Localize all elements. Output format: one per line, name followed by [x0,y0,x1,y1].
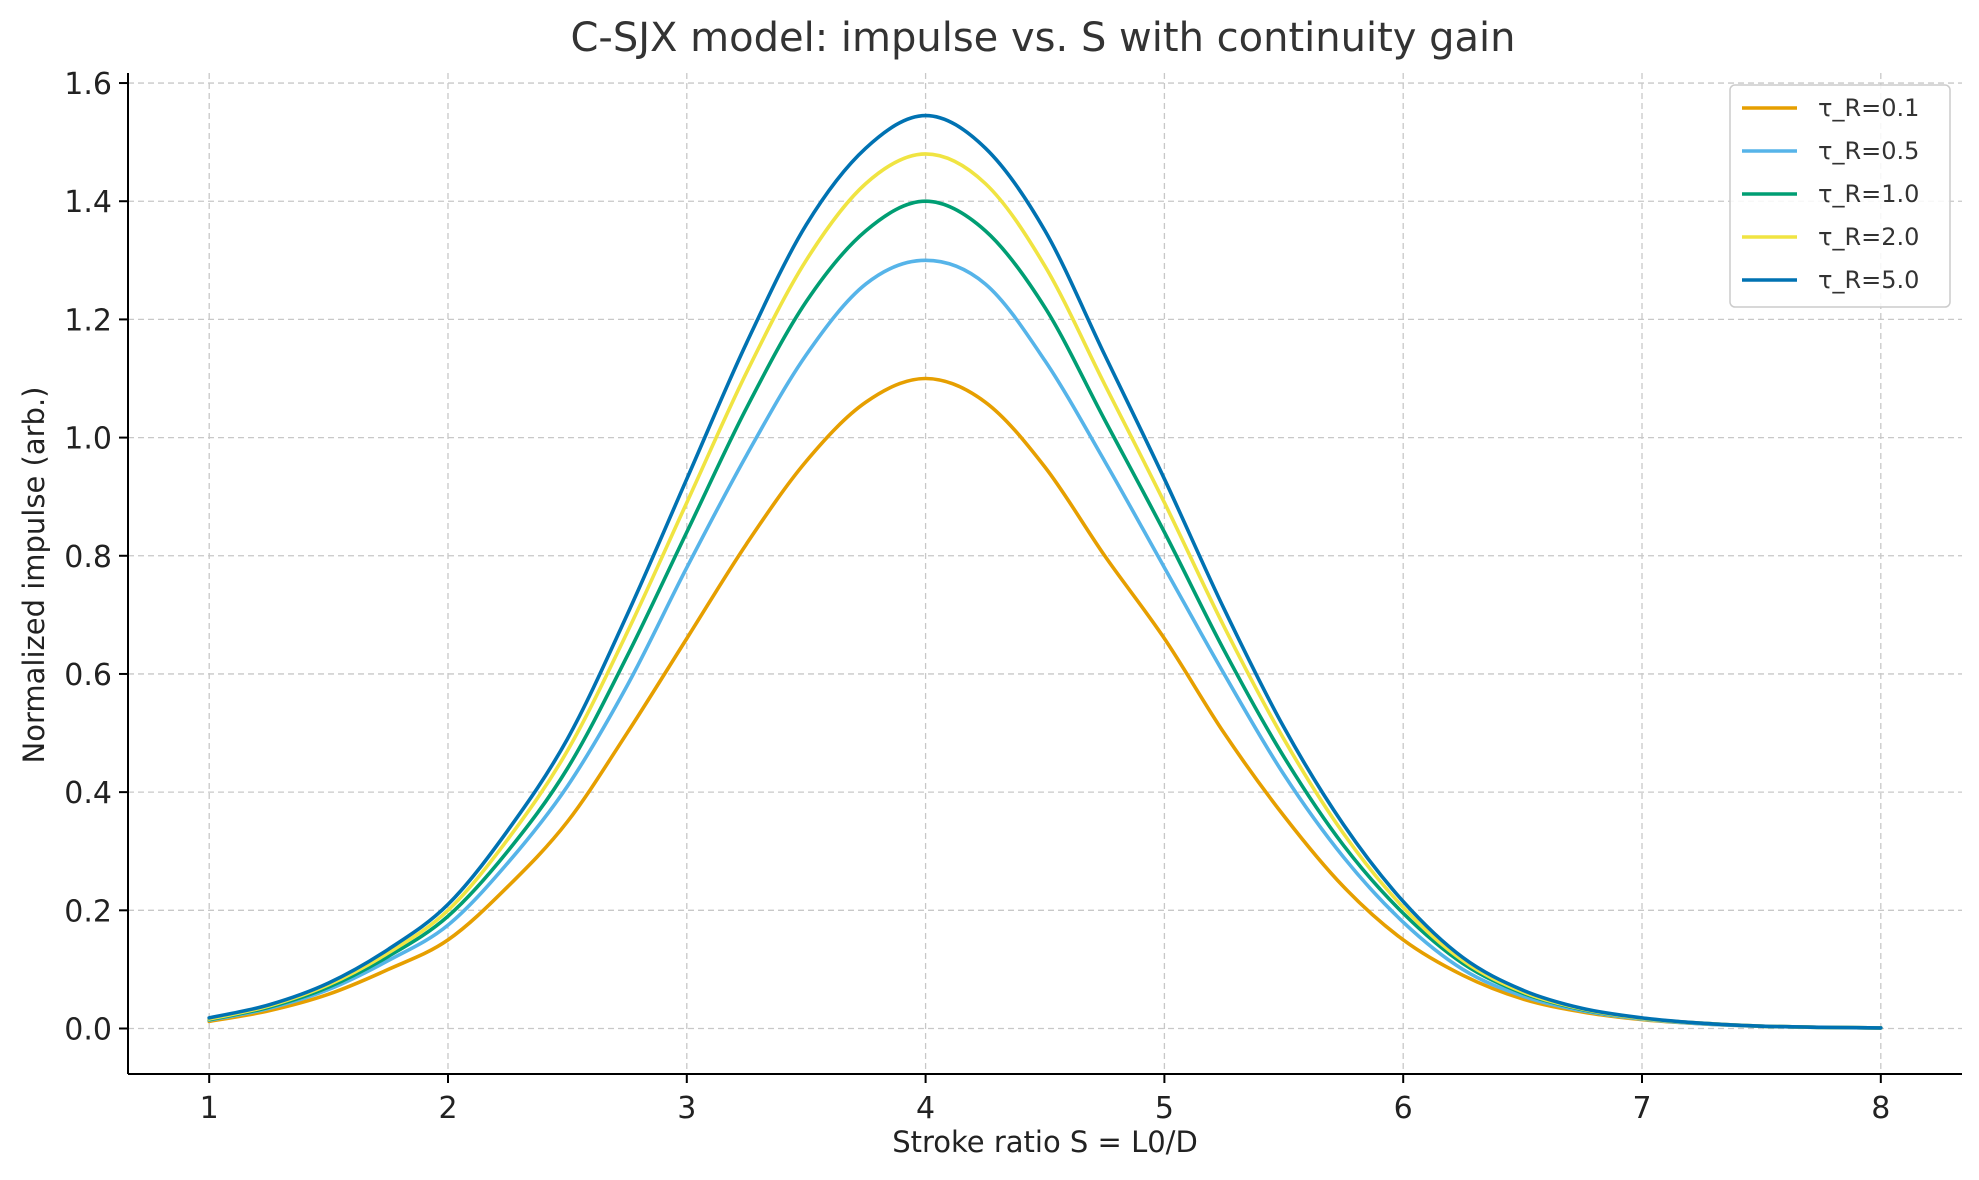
series-line-1 [207,258,1883,1030]
y-tick-label: 0.0 [64,1013,112,1048]
x-tick-label: 7 [1632,1091,1651,1126]
series-line-3 [207,152,1883,1030]
legend-label: τ_R=0.5 [1818,137,1919,165]
legend: τ_R=0.1 τ_R=0.5 τ_R=1.0 τ_R=2.0 τ_R=5.0 [1729,84,1951,308]
y-axis-label: Normalized impulse (arb.) [17,387,51,764]
y-tick-label: 1.2 [64,303,112,338]
legend-label: τ_R=1.0 [1818,180,1919,208]
series-line-2 [207,199,1883,1030]
y-tick-label: 0.4 [64,776,112,811]
legend-label: τ_R=2.0 [1818,223,1919,251]
y-tick-label: 1.0 [64,422,112,457]
x-tick-label: 5 [1155,1091,1174,1126]
legend-box [1729,84,1951,308]
x-tick-label: 1 [200,1091,219,1126]
grid [128,73,1962,1074]
legend-label: τ_R=5.0 [1818,266,1919,294]
y-tick-label: 0.8 [64,540,112,575]
x-axis-label: Stroke ratio S = L0/D [892,1125,1198,1159]
series-lines [207,113,1883,1030]
y-ticks: 0.0 0.2 0.4 0.6 0.8 1.0 1.2 1.4 1.6 [64,67,128,1048]
legend-label: τ_R=0.1 [1818,94,1919,122]
axes [127,73,1962,1075]
series-line-0 [207,376,1883,1030]
x-tick-label: 6 [1394,1091,1413,1126]
series-line-4 [207,113,1883,1030]
x-ticks: 1 2 3 4 5 6 7 8 [200,1074,1890,1126]
y-tick-label: 0.2 [64,894,112,929]
x-tick-label: 2 [438,1091,457,1126]
y-tick-label: 1.4 [64,185,112,220]
x-tick-label: 3 [677,1091,696,1126]
x-tick-label: 4 [916,1091,935,1126]
y-tick-label: 0.6 [64,658,112,693]
x-tick-label: 8 [1871,1091,1890,1126]
chart-title: C-SJX model: impulse vs. S with continui… [571,15,1516,61]
y-tick-label: 1.6 [64,67,112,102]
